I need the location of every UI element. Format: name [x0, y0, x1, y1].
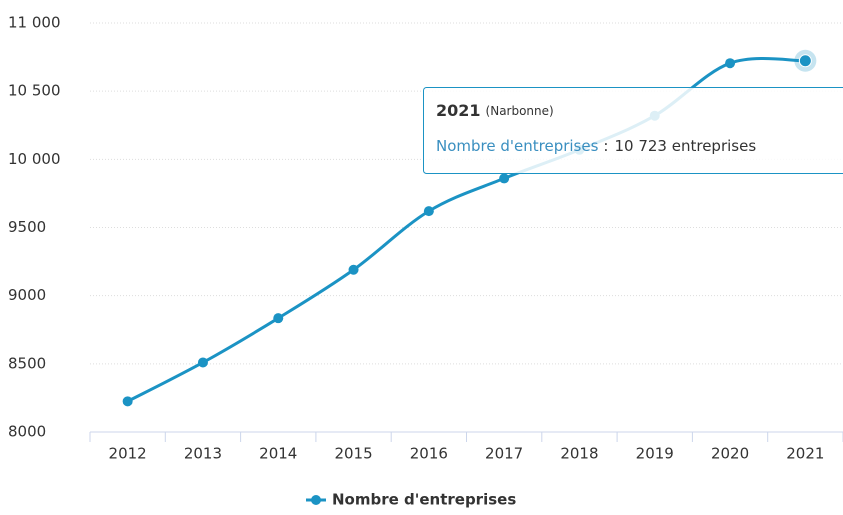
tooltip-separator: : [603, 137, 608, 155]
point [423, 206, 434, 217]
point [725, 58, 736, 69]
x-tick-label: 2015 [334, 445, 372, 463]
x-tick-label: 2019 [636, 445, 674, 463]
tooltip-box [423, 87, 843, 174]
x-tick-label: 2013 [184, 445, 222, 463]
point [122, 396, 133, 407]
x-tick-label: 2018 [560, 445, 598, 463]
point [348, 264, 359, 275]
y-tick-label: 10 000 [8, 150, 61, 168]
point [273, 313, 284, 324]
y-tick-label: 9500 [8, 218, 46, 236]
tooltip-title: 2021 (Narbonne) [436, 101, 554, 120]
x-tick-label: 2021 [786, 445, 824, 463]
y-tick-label: 8500 [8, 354, 46, 372]
point [197, 357, 208, 368]
x-tick-label: 2014 [259, 445, 297, 463]
y-tick-label: 10 500 [8, 82, 61, 100]
point [499, 173, 510, 184]
tooltip-year: 2021 [436, 101, 481, 120]
point [798, 54, 812, 68]
legend-marker [311, 495, 321, 505]
x-tick-label: 2012 [109, 445, 147, 463]
tooltip-location: (Narbonne) [486, 104, 554, 118]
tooltip-body: Nombre d'entreprises:10 723 entreprises [436, 137, 756, 155]
y-tick-label: 11 000 [8, 14, 61, 32]
tooltip-value: 10 723 entreprises [614, 137, 756, 155]
x-tick-label: 2020 [711, 445, 749, 463]
y-tick-label: 8000 [8, 423, 46, 441]
y-tick-label: 9000 [8, 286, 46, 304]
x-tick-label: 2017 [485, 445, 523, 463]
legend-label[interactable]: Nombre d'entreprises [332, 491, 516, 509]
tooltip-series: Nombre d'entreprises [436, 137, 599, 155]
x-tick-label: 2016 [410, 445, 448, 463]
